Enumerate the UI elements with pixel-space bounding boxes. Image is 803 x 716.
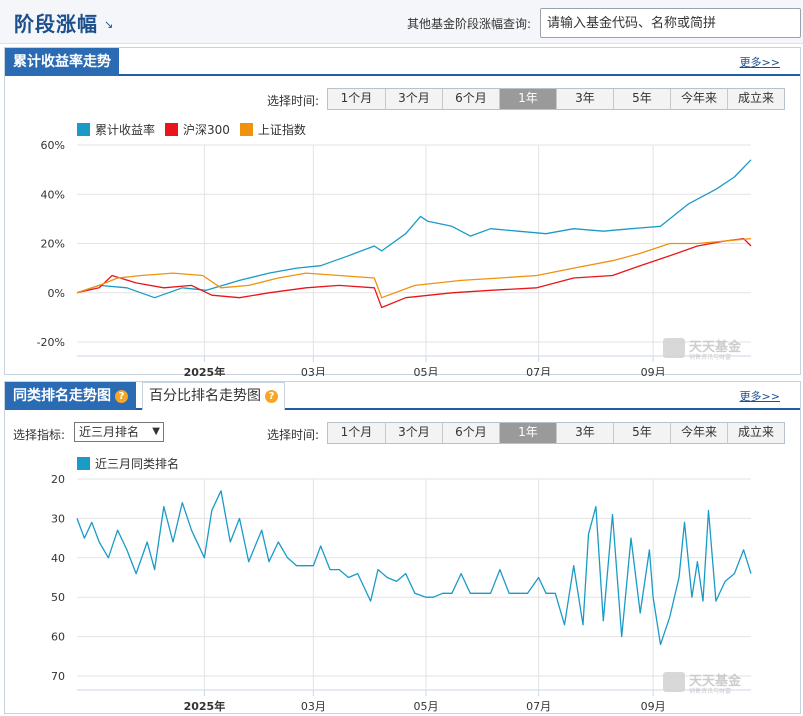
x-tick-label: 09月	[641, 366, 666, 376]
tab-rank-label: 同类排名走势图	[13, 388, 111, 404]
return-time-label: 选择时间:	[267, 94, 320, 108]
legend-swatch	[165, 123, 179, 136]
y-tick-label: 50	[51, 591, 65, 604]
indicator-select[interactable]: 近三月排名 ▼	[74, 422, 164, 442]
legend-label: 沪深300	[183, 123, 230, 137]
y-tick-label: 70	[51, 670, 65, 683]
svg-text:天天基金: 天天基金	[689, 673, 742, 689]
y-tick-label: 30	[51, 512, 65, 525]
rank-legend: 近三月同类排名	[77, 455, 189, 472]
y-tick-label: -20%	[37, 336, 65, 349]
page-title: 阶段涨幅	[14, 12, 98, 36]
range-button-5y[interactable]: 5年	[613, 89, 670, 109]
legend-swatch	[77, 123, 90, 136]
range-button-3m[interactable]: 3个月	[385, 423, 442, 443]
rank-panel-header: 同类排名走势图? 百分比排名走势图? 更多>>	[5, 382, 800, 410]
y-tick-label: 20	[51, 473, 65, 486]
indicator-value: 近三月排名	[79, 425, 140, 439]
range-button-6m[interactable]: 6个月	[442, 89, 499, 109]
range-button-1m[interactable]: 1个月	[328, 89, 385, 109]
indicator-label: 选择指标:	[13, 428, 66, 442]
x-tick-label: 05月	[414, 366, 439, 376]
range-button-3y[interactable]: 3年	[556, 423, 613, 443]
chevron-down-icon: ▼	[152, 426, 160, 437]
legend-item-rank[interactable]: 近三月同类排名	[77, 455, 179, 472]
y-tick-label: 60%	[41, 139, 65, 152]
y-tick-label: 40%	[41, 188, 65, 201]
range-button-ytd[interactable]: 今年来	[670, 89, 727, 109]
return-chart-panel: 累计收益率走势 更多>> 选择时间: 1个月 3个月 6个月 1年 3年 5年 …	[4, 47, 801, 376]
svg-text:销售资讯与财富: 销售资讯与财富	[689, 687, 731, 695]
help-icon[interactable]: ?	[115, 390, 128, 403]
x-tick-label: 07月	[526, 366, 551, 376]
tab-rank-trend[interactable]: 同类排名走势图?	[5, 382, 136, 410]
top-bar: 阶段涨幅 ↘ 其他基金阶段涨幅查询:	[0, 0, 803, 44]
range-button-1m[interactable]: 1个月	[328, 423, 385, 443]
x-tick-label: 07月	[526, 700, 551, 713]
range-button-1y[interactable]: 1年	[499, 423, 556, 443]
tab-return-trend[interactable]: 累计收益率走势	[5, 48, 119, 76]
legend-swatch	[239, 123, 253, 136]
rank-series-line-0[interactable]	[76, 490, 752, 646]
return-series-line-0[interactable]	[76, 159, 752, 299]
range-button-3y[interactable]: 3年	[556, 89, 613, 109]
return-legend: 累计收益率 沪深300 上证指数	[77, 121, 316, 138]
tab-percent-rank[interactable]: 百分比排名走势图?	[142, 382, 285, 410]
help-icon[interactable]: ?	[265, 390, 278, 403]
range-button-6m[interactable]: 6个月	[442, 423, 499, 443]
search-label: 其他基金阶段涨幅查询:	[407, 17, 532, 31]
x-tick-label: 2025年	[184, 365, 226, 376]
x-tick-label: 09月	[641, 700, 666, 713]
return-chart: 60% 40% 20% 0% -20% 2025年 03月 05月 07月 09月 天天基金销售资讯…	[37, 139, 752, 376]
y-tick-label: 20%	[41, 238, 65, 251]
legend-item-sse[interactable]: 上证指数	[239, 121, 306, 138]
y-tick-label: 60	[51, 631, 65, 644]
x-tick-label: 03月	[301, 700, 326, 713]
svg-text:销售资讯与财富: 销售资讯与财富	[689, 353, 731, 361]
y-tick-label: 0%	[48, 287, 65, 300]
svg-text:天天基金: 天天基金	[689, 339, 742, 355]
range-button-ytd[interactable]: 今年来	[670, 423, 727, 443]
return-series-line-1[interactable]	[76, 237, 752, 309]
return-more-link[interactable]: 更多>>	[739, 56, 780, 69]
rank-time-label: 选择时间:	[267, 428, 320, 442]
legend-item-fund[interactable]: 累计收益率	[77, 121, 155, 138]
rank-more-link[interactable]: 更多>>	[739, 390, 780, 403]
return-range-selector: 1个月 3个月 6个月 1年 3年 5年 今年来 成立来	[327, 88, 785, 110]
return-series-line-2[interactable]	[76, 237, 752, 299]
x-tick-label: 05月	[414, 700, 439, 713]
y-tick-label: 40	[51, 552, 65, 565]
tab-percent-label: 百分比排名走势图	[149, 388, 261, 404]
legend-label: 近三月同类排名	[95, 457, 180, 471]
x-tick-label: 03月	[301, 366, 326, 376]
range-button-3m[interactable]: 3个月	[385, 89, 442, 109]
range-button-1y[interactable]: 1年	[499, 89, 556, 109]
rank-chart-panel: 同类排名走势图? 百分比排名走势图? 更多>> 选择指标: 近三月排名 ▼ 选择…	[4, 381, 801, 714]
legend-swatch	[77, 457, 90, 470]
expand-arrow-icon[interactable]: ↘	[104, 18, 114, 31]
legend-label: 上证指数	[257, 123, 306, 137]
x-tick-label: 2025年	[184, 699, 226, 713]
legend-label: 累计收益率	[95, 123, 156, 137]
return-panel-header: 累计收益率走势 更多>>	[5, 48, 800, 76]
range-button-since-inception[interactable]: 成立来	[727, 89, 784, 109]
range-button-since-inception[interactable]: 成立来	[727, 423, 784, 443]
legend-item-hs300[interactable]: 沪深300	[165, 121, 230, 138]
rank-range-selector: 1个月 3个月 6个月 1年 3年 5年 今年来 成立来	[327, 422, 785, 444]
fund-search-input[interactable]	[540, 8, 801, 38]
range-button-5y[interactable]: 5年	[613, 423, 670, 443]
